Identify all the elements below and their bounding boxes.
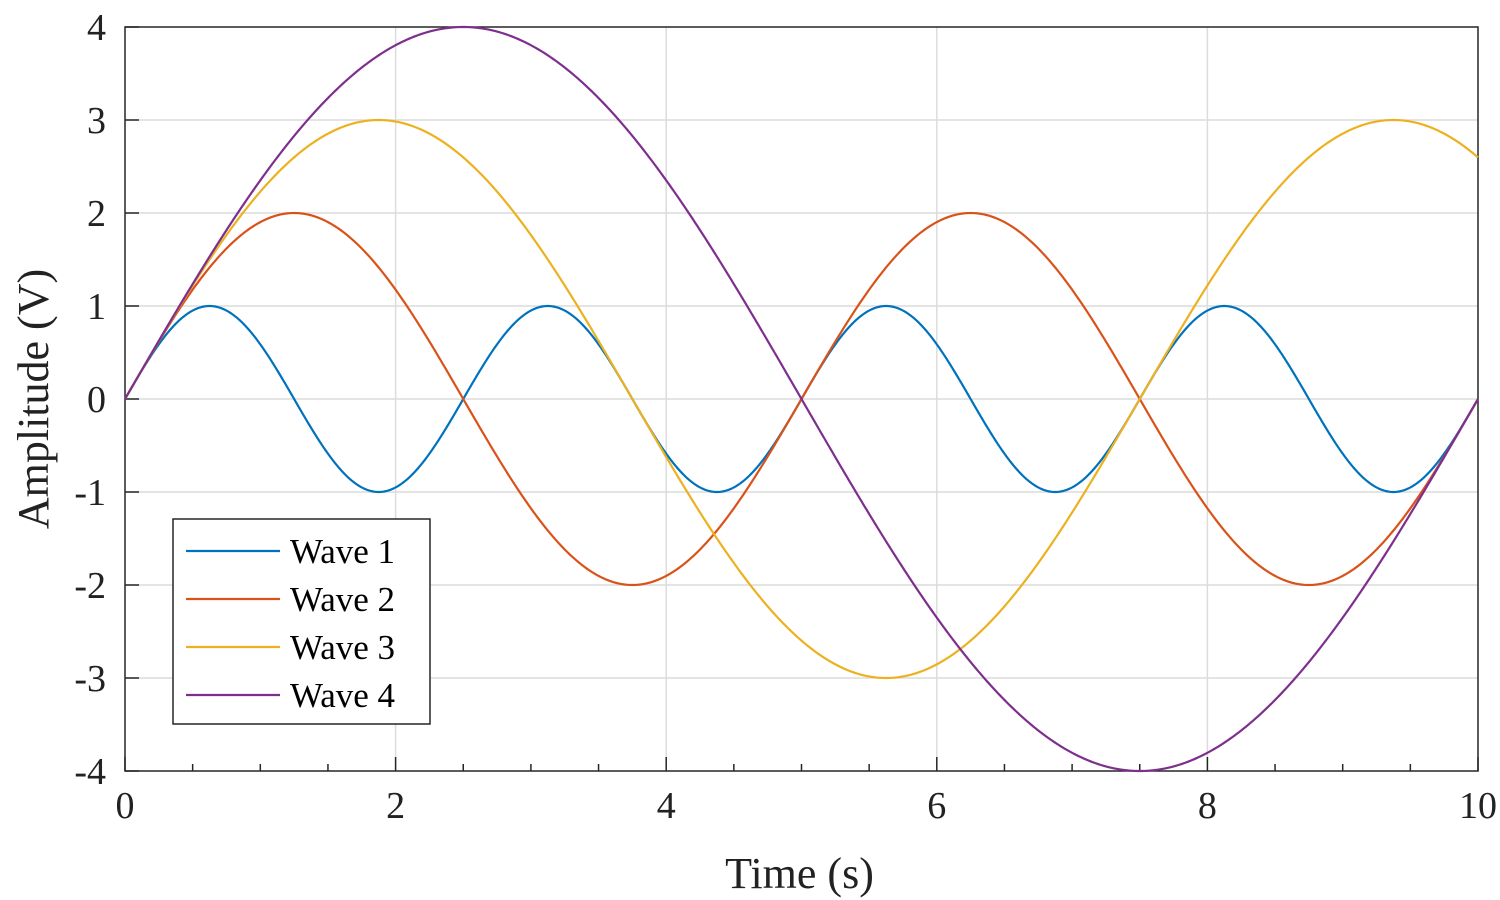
y-tick-label: 2 (87, 193, 106, 235)
y-axis-title: Amplitude (V) (9, 269, 58, 529)
legend-label-1: Wave 1 (290, 532, 395, 571)
x-axis-title: Time (s) (725, 849, 874, 898)
x-tick-label: 0 (116, 785, 135, 827)
y-tick-labels: -4 -3 -2 -1 0 1 2 3 4 (74, 7, 106, 793)
y-tick-label: -3 (74, 658, 106, 700)
axis-ticks (124, 26, 1479, 772)
legend-entries: Wave 1 Wave 2 Wave 3 Wave 4 (186, 532, 395, 715)
x-tick-label: 10 (1459, 785, 1497, 827)
legend-label-4: Wave 4 (290, 676, 395, 715)
y-tick-label: -1 (74, 472, 106, 514)
legend: Wave 1 Wave 2 Wave 3 Wave 4 (172, 518, 431, 725)
y-tick-label: 0 (87, 379, 106, 421)
x-tick-label: 2 (386, 785, 405, 827)
series-line-3 (124, 118, 1479, 680)
x-tick-label: 8 (1198, 785, 1217, 827)
legend-box (172, 518, 431, 725)
legend-label-3: Wave 3 (290, 628, 395, 667)
x-tick-labels: 0 2 4 6 8 10 (116, 785, 1498, 827)
y-tick-label: 3 (87, 100, 106, 142)
y-tick-label: 1 (87, 286, 106, 328)
y-tick-label: 4 (87, 7, 106, 49)
series-lines (124, 25, 1479, 773)
series-line-4 (124, 25, 1479, 773)
x-tick-label: 4 (657, 785, 676, 827)
x-tick-label: 6 (927, 785, 946, 827)
legend-label-2: Wave 2 (290, 580, 395, 619)
y-tick-label: -2 (74, 565, 106, 607)
y-tick-label: -4 (74, 751, 106, 793)
